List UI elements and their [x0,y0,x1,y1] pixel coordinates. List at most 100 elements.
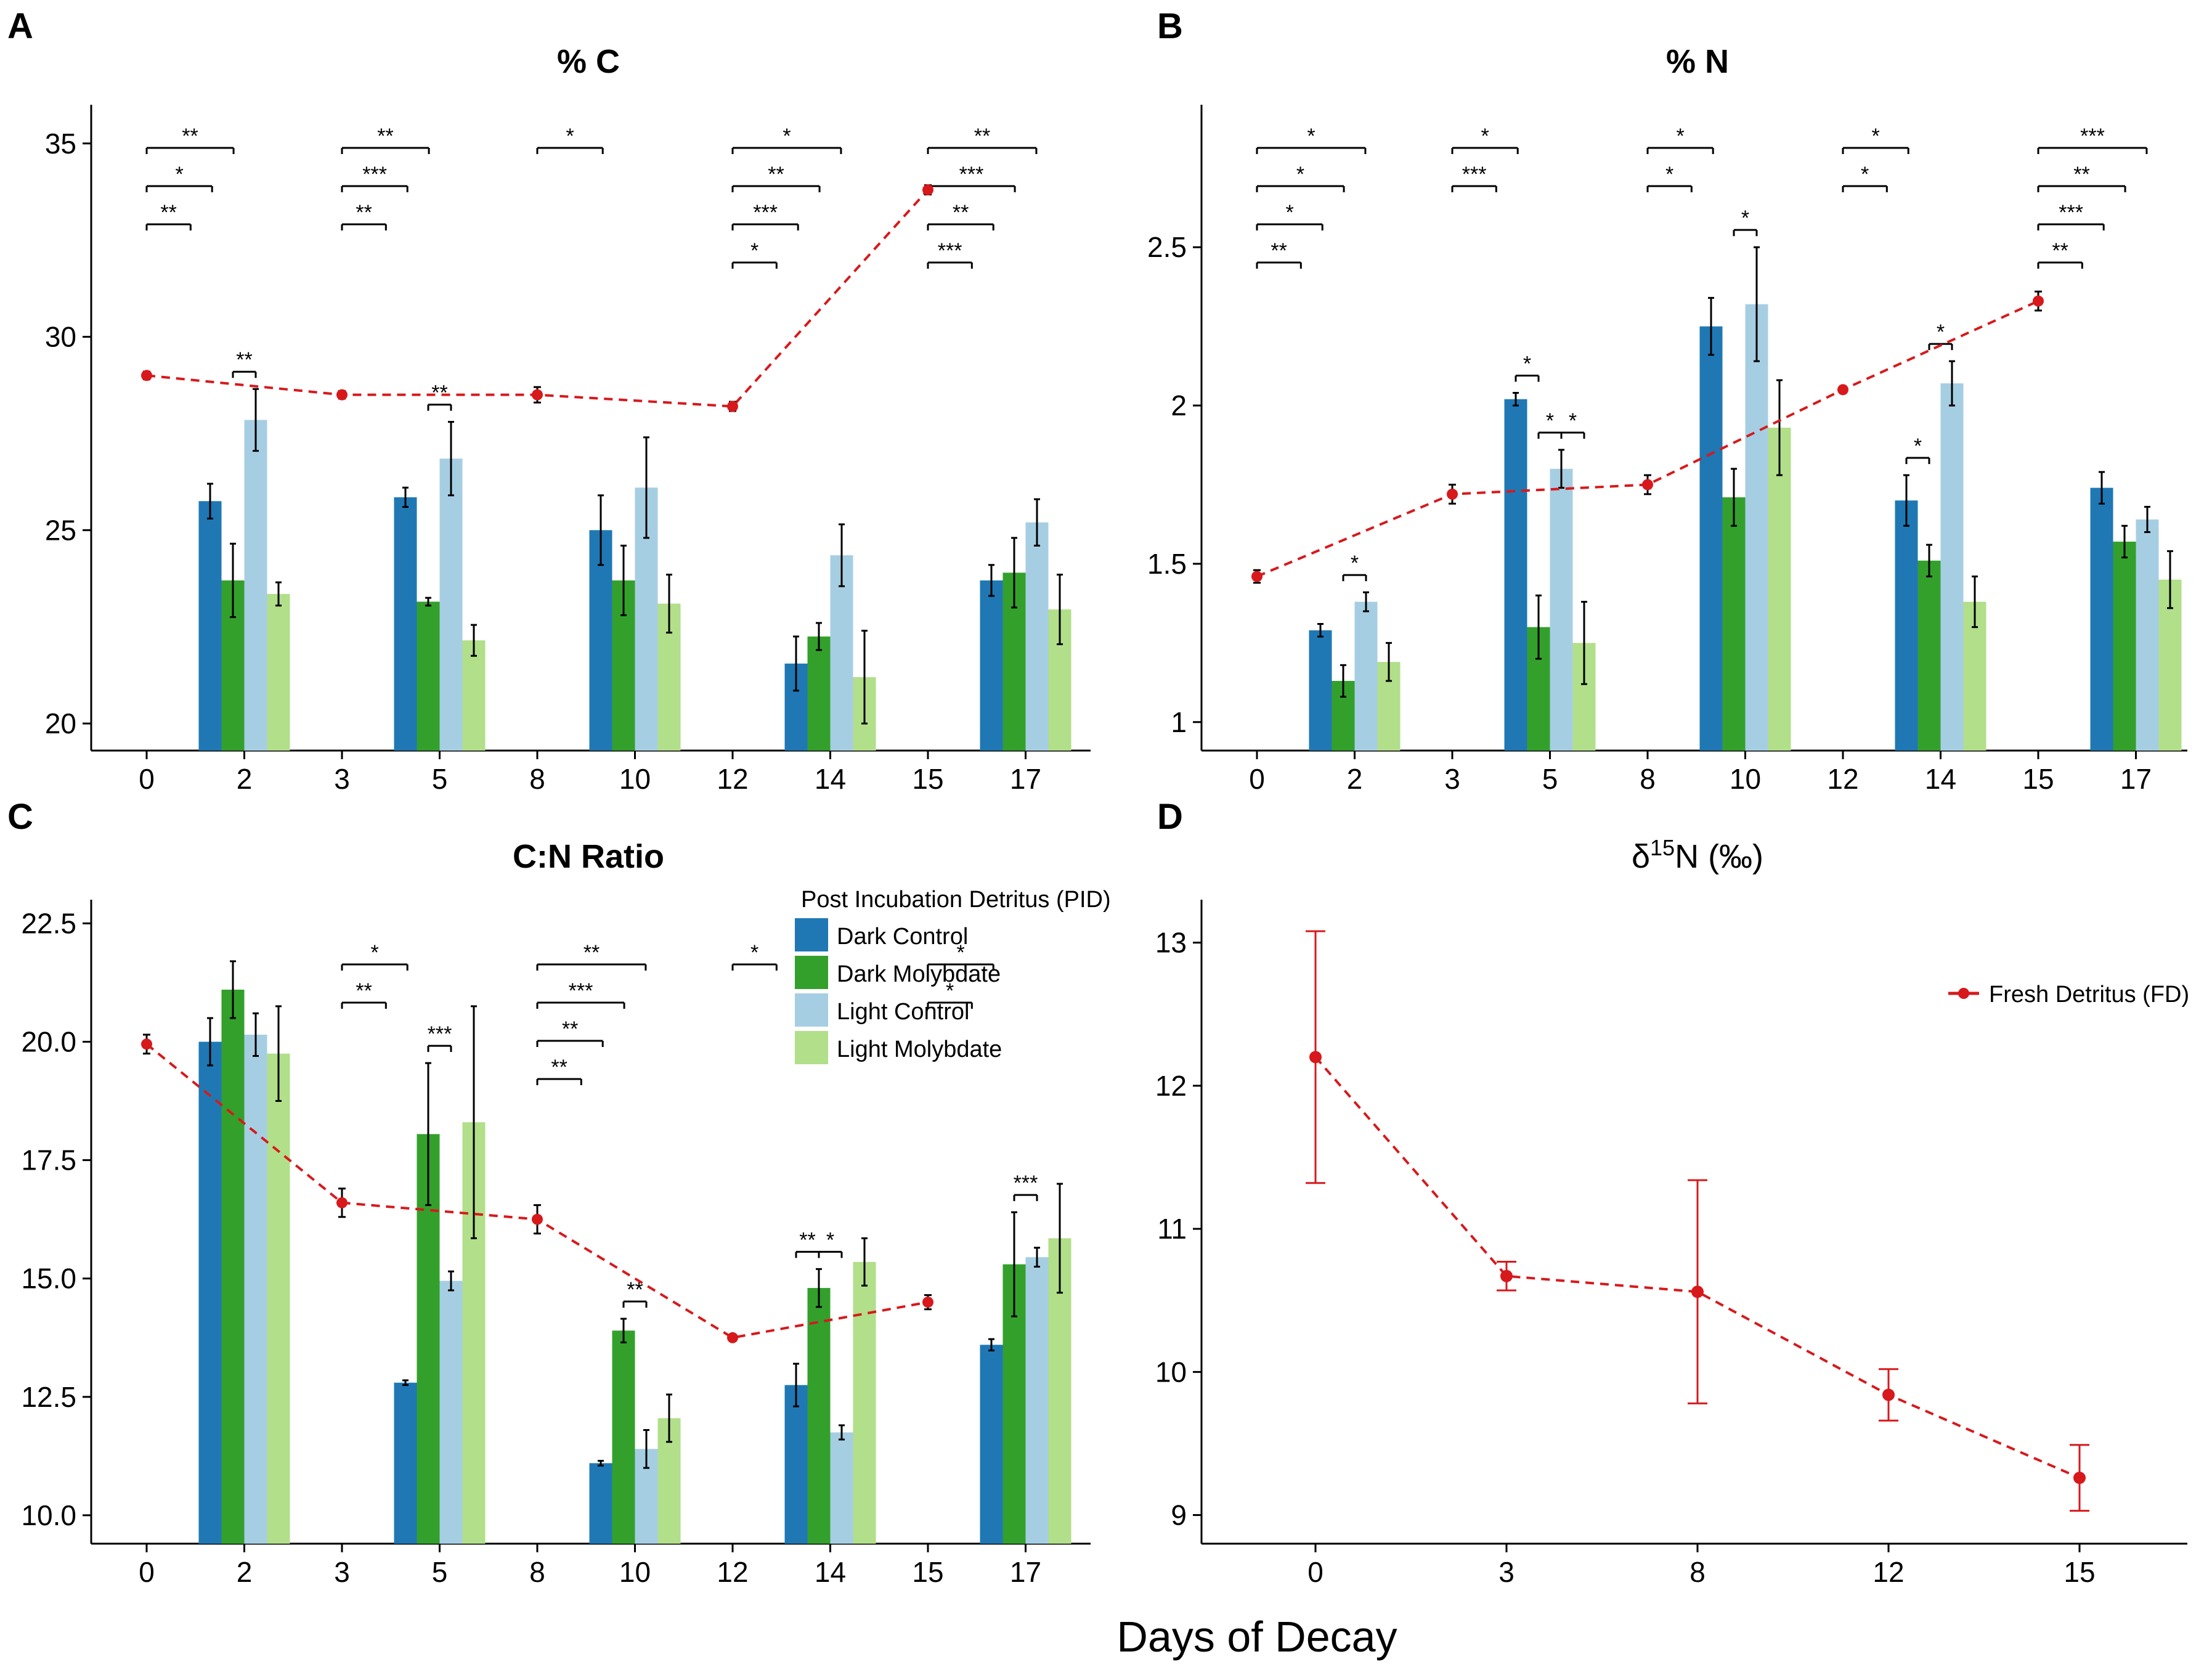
panel-b-bar [1699,326,1723,751]
panel-b-y-tick-label: 1.5 [1147,548,1187,580]
panel-d-y-tick-label: 12 [1155,1070,1187,1102]
legend-label-dark-molybdate: Dark Molybdate [837,961,1001,987]
panel-c-x-tick-label: 5 [432,1556,448,1588]
panel-c-x-tick-label: 8 [529,1556,545,1588]
panel-d-x-tick-label: 12 [1872,1556,1904,1588]
panel-a-annotation-label: * [783,124,791,148]
panel-c-bar [589,1463,612,1544]
panel-c-inner-annotation-label: *** [1014,1171,1038,1195]
panel-letter-c: C [7,797,33,837]
panel-a-annotation-label: ** [377,124,393,148]
panel-b-fresh-detritus-point [1251,571,1263,582]
x-axis-title: Days of Decay [1116,1613,1397,1661]
panel-a-y-tick-label: 25 [45,514,76,546]
panel-b-annotation-label: * [1871,124,1879,148]
panel-a-annotation-label: ** [356,201,372,224]
panel-c-annotation-label: ** [356,979,372,1003]
panel-c-y-tick-label: 12.5 [21,1381,76,1413]
panel-d-fresh-detritus-point [1500,1269,1513,1282]
panel-b-x-tick-label: 2 [1347,763,1363,795]
panel-a-bar [589,530,612,751]
panel-c-annotation-label: * [956,941,964,964]
panel-c-inner-annotation-label: * [826,1228,834,1252]
panel-a-bar [439,458,463,751]
panel-a-x-tick-label: 15 [912,763,943,795]
panel-b-bar [1768,428,1791,751]
panel-d-x-tick-label: 3 [1498,1556,1515,1588]
legend-label-dark-control: Dark Control [837,924,968,950]
panel-a-annotation-label: *** [959,163,984,186]
panel-c-x-tick-label: 12 [717,1556,748,1588]
panel-a-x-tick-label: 12 [717,763,748,795]
panel-letter-b: B [1157,6,1183,46]
panel-b-inner-annotation-label: * [1523,352,1531,375]
panel-c-bar [198,1041,222,1544]
panel-c-title: C:N Ratio [513,838,664,875]
panel-a-annotation-label: *** [938,239,962,263]
panel-b-bar [1745,304,1768,751]
panel-a-fresh-detritus-point [336,389,348,401]
panel-b-annotation-label: * [1676,124,1684,148]
panel-c-y-tick-label: 10.0 [21,1499,76,1531]
panel-d-title-sup: 15 [1650,835,1675,860]
legend-swatch-light-molybdate [795,1031,828,1064]
panel-d-x-tick-label: 15 [2064,1556,2095,1588]
panel-b-annotation-label: * [1861,163,1869,186]
panel-c-annotation-label: *** [569,979,593,1003]
panel-letter-d: D [1157,797,1183,837]
panel-a-bar [807,636,831,751]
panel-c-plot: 10.0 12.5 15.0 17.5 20.0 22.5 0 2 3 5 8 10 12 14 15 17 *… [21,900,1091,1588]
panel-c-bar [807,1288,831,1544]
panel-a-fresh-detritus-point [141,370,152,381]
panel-d-fresh-detritus-point [2073,1472,2086,1485]
panel-b-annotation-label: *** [2080,124,2105,148]
panel-c-bar [1025,1257,1049,1544]
panel-b-x-tick-label: 12 [1827,763,1858,795]
panel-b-bar [2113,541,2136,751]
legend-fd: Fresh Detritus (FD) [1948,982,2189,1008]
panel-b-inner-annotation-label: * [1914,434,1922,458]
panel-c-x-tick-label: 0 [139,1556,155,1588]
panel-a-bar [417,601,440,751]
panel-a-annotation-label: ** [768,163,784,186]
panel-a-bar [394,497,417,751]
panel-a-bar [267,593,290,751]
panel-b-bar [2136,519,2159,751]
panel-b-x-tick-label: 5 [1542,763,1558,795]
panel-b-annotation-label: *** [1462,163,1487,186]
panel-d-y-tick-label: 13 [1155,927,1187,959]
legend-fd-marker [1958,988,1969,999]
panel-a-y-tick-label: 35 [45,128,76,160]
panel-a-y-tick-label: 30 [45,321,76,353]
panel-d-title-suffix: N (‰) [1675,838,1763,875]
panel-a-x-tick-label: 17 [1010,763,1041,795]
panel-b-inner-annotation-label: * [1351,552,1359,575]
panel-c-bar [244,1034,267,1544]
panel-b-x-tick-label: 17 [2120,763,2152,795]
panel-c-bar [394,1382,417,1544]
panel-c-fresh-detritus-point [727,1332,738,1343]
panel-a-bar [244,420,267,751]
panel-a-inner-annotation-label: ** [431,381,447,405]
panel-d-fresh-detritus-point [1691,1285,1704,1298]
panel-b-inner-annotation-label: * [1569,409,1577,433]
panel-c-x-tick-label: 3 [334,1556,350,1588]
legend-label-light-molybdate: Light Molybdate [837,1037,1002,1062]
panel-b-annotation-label: * [1307,124,1315,148]
panel-c-y-tick-label: 17.5 [21,1144,76,1176]
panel-b-bar [1309,630,1332,751]
legend-fd-label: Fresh Detritus (FD) [1989,982,2189,1008]
panel-a-y-tick-label: 20 [45,707,76,739]
panel-c-y-tick-label: 15.0 [21,1263,76,1295]
panel-c-bar [784,1385,808,1544]
panel-b-x-tick-label: 8 [1640,763,1656,795]
panel-b-x-tick-label: 15 [2022,763,2054,795]
panel-a-annotation-label: ** [953,201,969,224]
panel-b-fresh-detritus-point [1837,384,1848,396]
panel-c-annotation-label: * [946,979,954,1003]
panel-b-annotation-label: * [1481,124,1489,148]
panel-c-x-tick-label: 2 [237,1556,253,1588]
panel-c-x-tick-label: 17 [1010,1556,1041,1588]
panel-c-bar [221,989,245,1544]
panel-b-bar [1722,497,1746,751]
